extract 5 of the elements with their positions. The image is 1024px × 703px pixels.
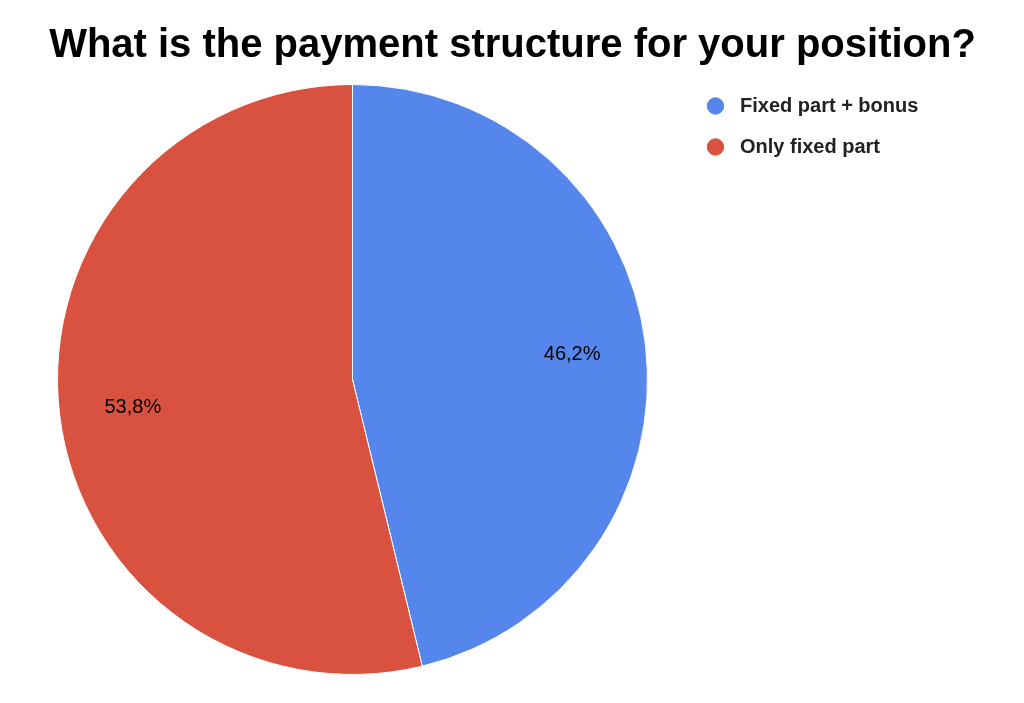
data-label: 46,2% (543, 342, 601, 365)
legend-label: Fixed part + bonus (740, 93, 919, 118)
data-label: 53,8% (104, 394, 162, 417)
legend-label: Only fixed part (740, 134, 881, 159)
chart-title: What is the payment structure for your position? (49, 20, 976, 65)
